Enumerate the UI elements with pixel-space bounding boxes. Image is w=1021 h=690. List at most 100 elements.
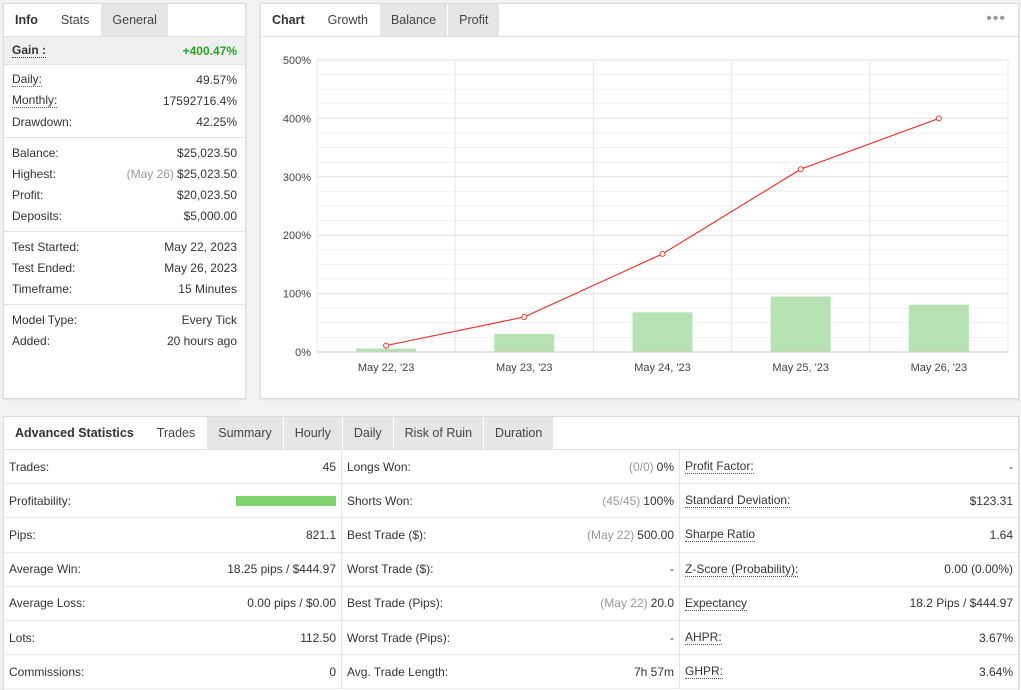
trades-label: Trades: bbox=[9, 459, 50, 474]
monthly-label[interactable]: Monthly: bbox=[12, 93, 58, 109]
deposits-row: Deposits: $5,000.00 bbox=[4, 206, 245, 227]
advanced-tabs: Advanced Statistics Trades Summary Hourl… bbox=[4, 417, 1018, 450]
pips-label: Pips: bbox=[9, 527, 36, 542]
daily-value: 49.57% bbox=[196, 72, 237, 87]
bar bbox=[494, 333, 555, 352]
tab-stats[interactable]: Stats bbox=[49, 4, 102, 36]
x-tick-label: May 26, '23 bbox=[911, 362, 968, 374]
model-type-label: Model Type: bbox=[12, 312, 78, 327]
tab-chart[interactable]: Chart bbox=[261, 4, 317, 36]
best-trade-usd-row: Best Trade ($): (May 22) 500.00 bbox=[342, 518, 679, 553]
profitability-row: Profitability: bbox=[4, 484, 341, 519]
added-value: 20 hours ago bbox=[166, 333, 237, 348]
ghpr-value: 3.64% bbox=[978, 664, 1013, 679]
z-score-value: 0.00 (0.00%) bbox=[944, 562, 1013, 577]
expectancy-label[interactable]: Expectancy bbox=[685, 595, 748, 611]
best-trade-pips-label: Best Trade (Pips): bbox=[347, 596, 444, 611]
longs-won-value-wrap: (0/0) 0% bbox=[629, 460, 674, 474]
tab-summary[interactable]: Summary bbox=[207, 417, 284, 449]
deposits-value: $5,000.00 bbox=[183, 209, 237, 224]
longs-won-row: Longs Won: (0/0) 0% bbox=[342, 450, 679, 485]
best-trade-usd-value-wrap: (May 22) 500.00 bbox=[587, 528, 674, 542]
y-tick-label: 300% bbox=[283, 172, 311, 184]
tab-hourly[interactable]: Hourly bbox=[283, 417, 343, 449]
ahpr-label[interactable]: AHPR: bbox=[685, 630, 722, 646]
growth-chart: 0% 100% 200% 300% 400% 500% May 22, '23 May 23,… bbox=[283, 55, 1009, 374]
tab-duration[interactable]: Duration bbox=[484, 417, 555, 449]
worst-trade-pips-row: Worst Trade (Pips): - bbox=[342, 621, 679, 656]
tab-info[interactable]: Info bbox=[4, 4, 50, 36]
avg-trade-length-label: Avg. Trade Length: bbox=[347, 664, 449, 679]
highest-value-wrap: (May 26) $25,023.50 bbox=[127, 167, 237, 181]
deposits-label: Deposits: bbox=[12, 209, 63, 224]
tab-daily[interactable]: Daily bbox=[342, 417, 394, 449]
profitability-label: Profitability: bbox=[9, 493, 72, 508]
standard-deviation-row: Standard Deviation: $123.31 bbox=[680, 484, 1018, 519]
longs-won-label: Longs Won: bbox=[347, 459, 411, 474]
ghpr-label[interactable]: GHPR: bbox=[685, 664, 724, 680]
average-loss-label: Average Loss: bbox=[9, 596, 86, 611]
more-dots-icon[interactable]: ••• bbox=[986, 10, 1006, 27]
tab-general[interactable]: General bbox=[101, 4, 169, 36]
gain-label[interactable]: Gain : bbox=[12, 43, 47, 58]
y-tick-label: 500% bbox=[283, 55, 311, 67]
tab-growth[interactable]: Growth bbox=[316, 4, 380, 36]
stats-tabs: Info Stats General bbox=[4, 4, 245, 37]
model-section: Model Type: Every Tick Added: 20 hours ago bbox=[4, 305, 245, 356]
trades-value: 45 bbox=[322, 459, 336, 474]
tab-balance[interactable]: Balance bbox=[379, 4, 449, 36]
chart-tabs: Chart Growth Balance Profit bbox=[261, 4, 1018, 37]
worst-trade-usd-row: Worst Trade ($): - bbox=[342, 553, 679, 587]
profit-value: $20,023.50 bbox=[176, 188, 237, 203]
profit-factor-label[interactable]: Profit Factor: bbox=[685, 459, 754, 475]
line-point bbox=[521, 313, 528, 320]
expectancy-value: 18.2 Pips / $444.97 bbox=[909, 596, 1013, 611]
tab-risk-of-ruin[interactable]: Risk of Ruin bbox=[393, 417, 485, 449]
lots-value: 112.50 bbox=[300, 630, 336, 645]
shorts-won-value-wrap: (45/45) 100% bbox=[602, 494, 674, 508]
y-tick-label: 200% bbox=[283, 230, 311, 242]
growth-line bbox=[385, 117, 940, 347]
average-loss-value: 0.00 pips / $0.00 bbox=[247, 596, 336, 611]
standard-deviation-value: $123.31 bbox=[969, 493, 1013, 508]
shorts-won-note: (45/45) bbox=[602, 493, 641, 508]
line-point bbox=[383, 342, 390, 349]
tab-trades[interactable]: Trades bbox=[145, 417, 208, 449]
avg-trade-length-row: Avg. Trade Length: 7h 57m bbox=[342, 655, 679, 690]
chart-panel: Chart Growth Balance Profit ••• 0% 100% 20… bbox=[260, 3, 1019, 399]
test-ended-row: Test Ended: May 26, 2023 bbox=[4, 257, 245, 278]
test-ended-label: Test Ended: bbox=[12, 261, 76, 276]
balance-row: Balance: $25,023.50 bbox=[4, 142, 245, 163]
rates-section: Daily: 49.57% Monthly: 17592716.4% Drawdow… bbox=[4, 65, 245, 138]
line-point bbox=[659, 250, 666, 257]
drawdown-row: Drawdown: 42.25% bbox=[4, 112, 245, 133]
daily-label[interactable]: Daily: bbox=[12, 72, 43, 88]
test-started-row: Test Started: May 22, 2023 bbox=[4, 236, 245, 257]
stats-column-3: Profit Factor: - Standard Deviation: $123.… bbox=[680, 450, 1018, 690]
average-win-value: 18.25 pips / $444.97 bbox=[227, 562, 336, 577]
best-trade-pips-date: (May 22) bbox=[600, 596, 648, 611]
sharpe-ratio-label[interactable]: Sharpe Ratio bbox=[685, 527, 756, 543]
highest-row: Highest: (May 26) $25,023.50 bbox=[4, 163, 245, 184]
shorts-won-row: Shorts Won: (45/45) 100% bbox=[342, 484, 679, 519]
ahpr-value: 3.67% bbox=[978, 630, 1013, 645]
trades-row: Trades: 45 bbox=[4, 450, 341, 485]
test-ended-value: May 26, 2023 bbox=[164, 261, 237, 276]
z-score-label[interactable]: Z-Score (Probability): bbox=[685, 561, 799, 577]
y-tick-label: 0% bbox=[295, 347, 311, 359]
shorts-won-value: 100% bbox=[643, 493, 674, 508]
y-tick-label: 400% bbox=[283, 113, 311, 125]
timeframe-row: Timeframe: 15 Minutes bbox=[4, 279, 245, 300]
worst-trade-usd-label: Worst Trade ($): bbox=[347, 562, 434, 577]
standard-deviation-label[interactable]: Standard Deviation: bbox=[685, 493, 791, 509]
monthly-row: Monthly: 17592716.4% bbox=[4, 90, 245, 111]
added-row: Added: 20 hours ago bbox=[4, 330, 245, 351]
tab-advanced-statistics[interactable]: Advanced Statistics bbox=[4, 417, 146, 449]
test-started-label: Test Started: bbox=[12, 239, 80, 254]
timeframe-label: Timeframe: bbox=[12, 282, 73, 297]
tab-profit[interactable]: Profit bbox=[448, 4, 501, 36]
best-trade-usd-label: Best Trade ($): bbox=[347, 527, 427, 542]
stats-column-1: Trades: 45 Profitability: Pips: 821.1 Aver… bbox=[4, 450, 342, 690]
highest-label: Highest: bbox=[12, 166, 57, 181]
profitability-bar bbox=[236, 495, 336, 506]
